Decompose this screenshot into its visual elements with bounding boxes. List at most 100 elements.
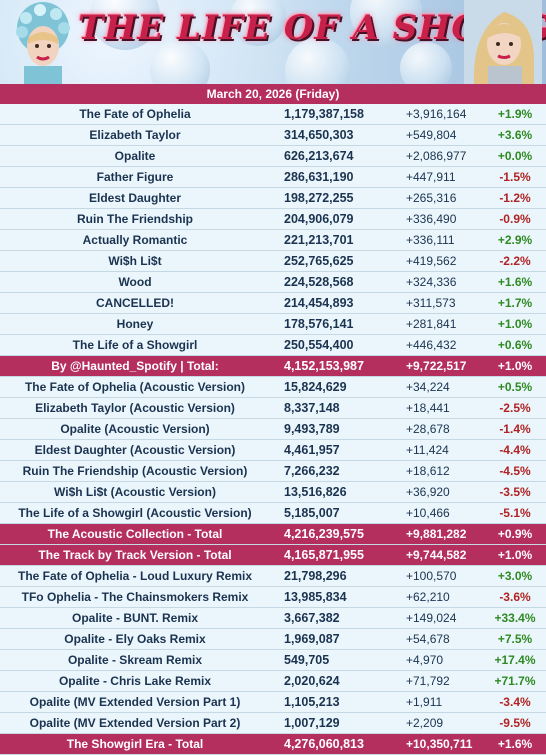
percent-change: +0.5% <box>484 376 546 398</box>
percent-change: +1.9% <box>484 104 546 125</box>
song-title: Ruin The Friendship <box>0 208 270 230</box>
song-title: Opalite (Acoustic Version) <box>0 418 270 440</box>
song-title: Eldest Daughter (Acoustic Version) <box>0 439 270 461</box>
percent-change: -3.6% <box>484 586 546 608</box>
daily-gain: +311,573 <box>388 292 484 314</box>
song-title: Wi$h Li$t <box>0 250 270 272</box>
daily-gain: +446,432 <box>388 334 484 356</box>
percent-change: -2.5% <box>484 397 546 419</box>
song-title: Honey <box>0 313 270 335</box>
daily-gain: +149,024 <box>388 607 484 629</box>
total-streams: 178,576,141 <box>270 313 388 335</box>
percent-change: +3.0% <box>484 565 546 587</box>
daily-gain: +4,970 <box>388 649 484 671</box>
table-row: Ruin The Friendship (Acoustic Version) 7… <box>0 460 546 482</box>
table-row: Elizabeth Taylor (Acoustic Version) 8,33… <box>0 397 546 419</box>
artist-portrait-right <box>464 0 542 84</box>
table-row: Wood 224,528,568 +324,336 +1.6% <box>0 271 546 293</box>
percent-change: -9.5% <box>484 712 546 734</box>
table-row: The Life of a Showgirl (Acoustic Version… <box>0 502 546 524</box>
song-title: Elizabeth Taylor <box>0 124 270 146</box>
table-row: Opalite - Chris Lake Remix 2,020,624 +71… <box>0 670 546 692</box>
table-row: Elizabeth Taylor 314,650,303 +549,804 +3… <box>0 124 546 146</box>
percent-change: -1.5% <box>484 166 546 188</box>
total-streams: 214,454,893 <box>270 292 388 314</box>
daily-gain: +2,209 <box>388 712 484 734</box>
song-title: Opalite - Skream Remix <box>0 649 270 671</box>
song-title: Ruin The Friendship (Acoustic Version) <box>0 460 270 482</box>
daily-gain: +18,441 <box>388 397 484 419</box>
daily-gain: +1,911 <box>388 691 484 713</box>
table-row: Opalite - Skream Remix 549,705 +4,970 +1… <box>0 649 546 671</box>
song-title: Elizabeth Taylor (Acoustic Version) <box>0 397 270 419</box>
song-title: The Track by Track Version - Total <box>0 544 270 566</box>
daily-gain: +324,336 <box>388 271 484 293</box>
table-row: Ruin The Friendship 204,906,079 +336,490… <box>0 208 546 230</box>
song-title: Opalite - BUNT. Remix <box>0 607 270 629</box>
total-row: The Showgirl Era - Total 4,276,060,813 +… <box>0 733 546 755</box>
table-row: The Life of a Showgirl 250,554,400 +446,… <box>0 334 546 356</box>
table-row: Opalite - Ely Oaks Remix 1,969,087 +54,6… <box>0 628 546 650</box>
total-streams: 252,765,625 <box>270 250 388 272</box>
portrait-left-image <box>16 2 70 84</box>
song-title: Wood <box>0 271 270 293</box>
header-banner: THE LIFE OF A SHOWGIRL <box>0 0 546 84</box>
table-row: Opalite (Acoustic Version) 9,493,789 +28… <box>0 418 546 440</box>
daily-gain: +11,424 <box>388 439 484 461</box>
daily-gain: +54,678 <box>388 628 484 650</box>
total-streams: 1,007,129 <box>270 712 388 734</box>
total-streams: 8,337,148 <box>270 397 388 419</box>
total-streams: 21,798,296 <box>270 565 388 587</box>
percent-change: -4.4% <box>484 439 546 461</box>
percent-change: -4.5% <box>484 460 546 482</box>
percent-change: -5.1% <box>484 502 546 524</box>
date-header: March 20, 2026 (Friday) <box>0 84 546 104</box>
table-row: Opalite (MV Extended Version Part 1) 1,1… <box>0 691 546 713</box>
daily-gain: +10,466 <box>388 502 484 524</box>
song-title: Opalite <box>0 145 270 167</box>
table-row: Opalite 626,213,674 +2,086,977 +0.0% <box>0 145 546 167</box>
total-streams: 1,969,087 <box>270 628 388 650</box>
banner-title: THE LIFE OF A SHOWGIRL <box>78 8 546 48</box>
song-title: CANCELLED! <box>0 292 270 314</box>
song-title: Opalite - Ely Oaks Remix <box>0 628 270 650</box>
percent-change: +1.6% <box>484 271 546 293</box>
portrait-right-image <box>464 0 542 84</box>
total-streams: 314,650,303 <box>270 124 388 146</box>
total-streams: 224,528,568 <box>270 271 388 293</box>
stream-table-body: The Fate of Ophelia 1,179,387,158 +3,916… <box>0 104 546 755</box>
percent-change: +1.6% <box>484 733 546 755</box>
total-streams: 4,276,060,813 <box>270 733 388 755</box>
bubble-decoration <box>400 42 452 84</box>
stream-table: The Fate of Ophelia 1,179,387,158 +3,916… <box>0 104 546 755</box>
total-streams: 2,020,624 <box>270 670 388 692</box>
table-row: The Fate of Ophelia 1,179,387,158 +3,916… <box>0 104 546 125</box>
song-title: By @Haunted_Spotify | Total: <box>0 355 270 377</box>
song-title: Opalite (MV Extended Version Part 1) <box>0 691 270 713</box>
table-row: Father Figure 286,631,190 +447,911 -1.5% <box>0 166 546 188</box>
daily-gain: +3,916,164 <box>388 104 484 125</box>
table-row: Eldest Daughter (Acoustic Version) 4,461… <box>0 439 546 461</box>
daily-gain: +447,911 <box>388 166 484 188</box>
song-title: Father Figure <box>0 166 270 188</box>
total-streams: 5,185,007 <box>270 502 388 524</box>
table-row: Wi$h Li$t 252,765,625 +419,562 -2.2% <box>0 250 546 272</box>
daily-gain: +28,678 <box>388 418 484 440</box>
total-streams: 4,216,239,575 <box>270 523 388 545</box>
total-row: The Acoustic Collection - Total 4,216,23… <box>0 523 546 545</box>
total-streams: 3,667,382 <box>270 607 388 629</box>
percent-change: +71.7% <box>484 670 546 692</box>
daily-gain: +549,804 <box>388 124 484 146</box>
song-title: TFo Ophelia - The Chainsmokers Remix <box>0 586 270 608</box>
song-title: The Life of a Showgirl <box>0 334 270 356</box>
table-row: Actually Romantic 221,213,701 +336,111 +… <box>0 229 546 251</box>
table-row: TFo Ophelia - The Chainsmokers Remix 13,… <box>0 586 546 608</box>
daily-gain: +281,841 <box>388 313 484 335</box>
song-title: The Fate of Ophelia - Loud Luxury Remix <box>0 565 270 587</box>
percent-change: +1.7% <box>484 292 546 314</box>
percent-change: +17.4% <box>484 649 546 671</box>
daily-gain: +336,111 <box>388 229 484 251</box>
total-streams: 250,554,400 <box>270 334 388 356</box>
table-row: Opalite (MV Extended Version Part 2) 1,0… <box>0 712 546 734</box>
song-title: Opalite (MV Extended Version Part 2) <box>0 712 270 734</box>
